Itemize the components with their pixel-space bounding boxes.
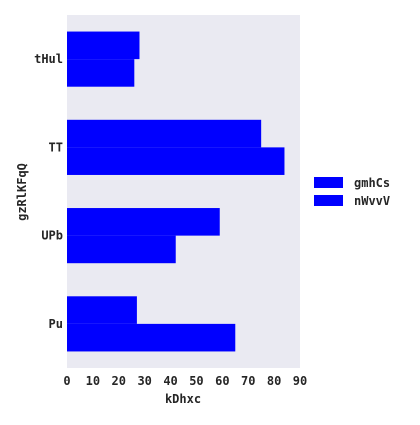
bar-nWvvV-TT	[67, 147, 285, 175]
x-tick-label: 20	[112, 374, 126, 388]
x-tick-label: 60	[215, 374, 229, 388]
legend-swatch	[314, 177, 343, 188]
x-tick-label: 90	[293, 374, 307, 388]
bar-gmhCs-TT	[67, 119, 262, 148]
x-tick-label: 30	[137, 374, 151, 388]
bars-layer	[67, 31, 285, 352]
x-tick-label: 10	[86, 374, 100, 388]
x-tick-label: 50	[189, 374, 203, 388]
x-tick-label: 80	[267, 374, 281, 388]
bar-nWvvV-Pu	[67, 323, 236, 352]
y-tick-label: tHul	[34, 52, 63, 66]
y-tick-label: UPb	[41, 229, 63, 243]
x-tick-label: 70	[241, 374, 255, 388]
legend-swatch	[314, 195, 343, 206]
legend-label: gmhCs	[354, 176, 390, 190]
x-axis-label: kDhxc	[165, 392, 201, 406]
bar-gmhCs-tHul	[67, 31, 140, 60]
y-tick-labels: tHul TT UPb Pu	[34, 52, 63, 331]
legend-label: nWvvV	[354, 194, 390, 208]
bar-gmhCs-UPb	[67, 208, 220, 236]
x-tick-labels: 0 10 20 30 40 50 60 70 80 90	[63, 374, 307, 388]
y-tick-label: Pu	[49, 317, 63, 331]
bar-nWvvV-tHul	[67, 59, 135, 87]
bar-nWvvV-UPb	[67, 235, 176, 264]
y-axis-label: gzRlKFqQ	[15, 163, 29, 221]
legend: gmhCs nWvvV	[314, 176, 390, 208]
bar-gmhCs-Pu	[67, 296, 137, 324]
y-tick-label: TT	[49, 140, 63, 154]
x-tick-label: 40	[163, 374, 177, 388]
x-tick-label: 0	[63, 374, 70, 388]
